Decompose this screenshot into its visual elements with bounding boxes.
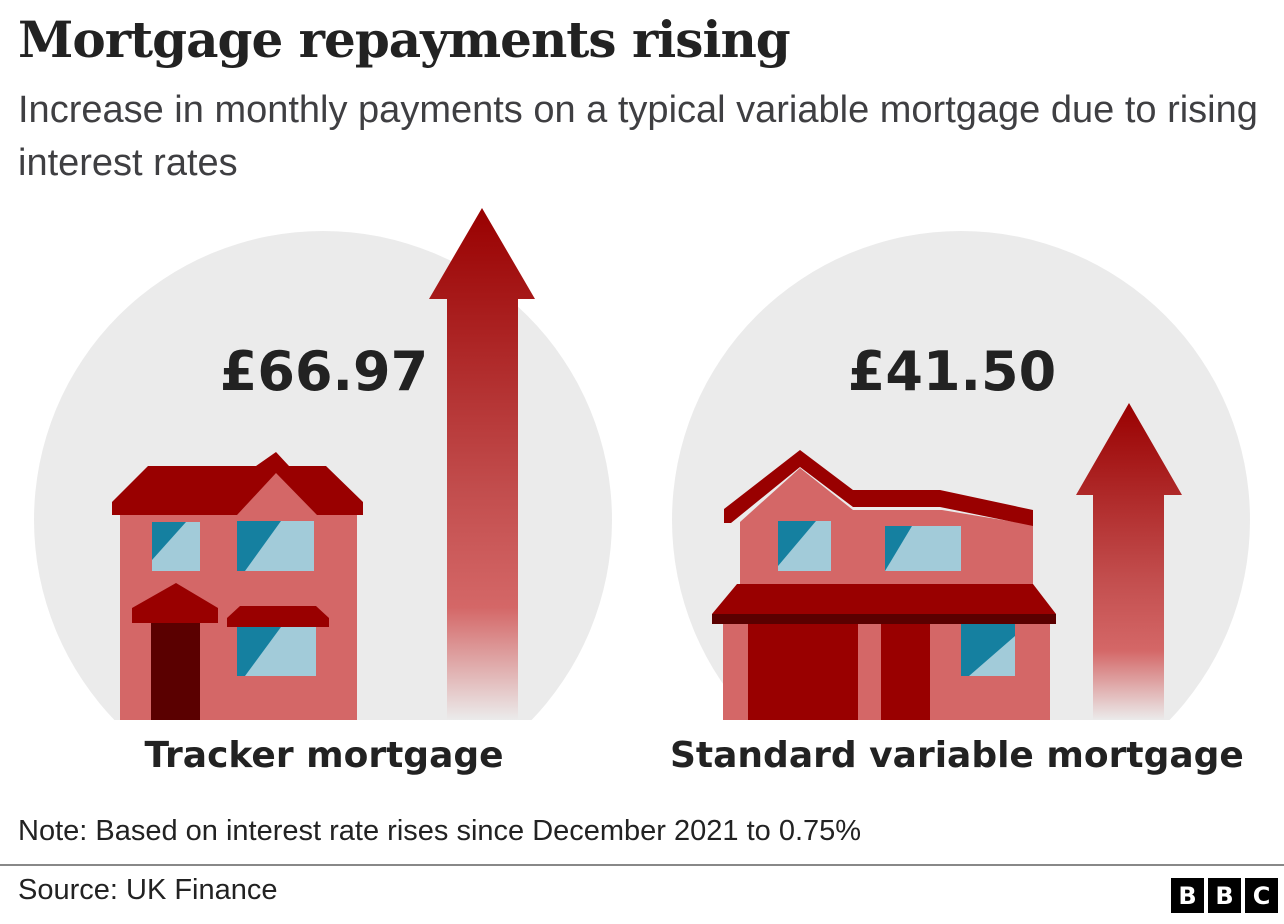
source-text: Source: UK Finance (18, 874, 278, 906)
bbc-logo-letter: C (1245, 878, 1278, 913)
chart-title: Mortgage repayments rising (18, 10, 791, 69)
svr-panel (672, 231, 1250, 720)
svr-house-icon (712, 450, 1056, 720)
tracker-up-arrow-icon (429, 208, 535, 720)
svr-value: £41.50 (847, 340, 1057, 403)
footer-divider (0, 864, 1284, 866)
bbc-logo: B B C (1171, 878, 1278, 913)
infographic (34, 208, 1250, 720)
bbc-logo-letter: B (1171, 878, 1204, 913)
tracker-value: £66.97 (219, 340, 429, 403)
tracker-house-icon (112, 452, 363, 720)
svr-label: Standard variable mortgage (670, 735, 1244, 776)
svr-up-arrow-icon (1076, 403, 1182, 720)
tracker-panel (34, 208, 612, 720)
footnote: Note: Based on interest rate rises since… (18, 815, 862, 847)
chart-subtitle: Increase in monthly payments on a typica… (18, 89, 1258, 184)
tracker-label: Tracker mortgage (144, 735, 504, 776)
bbc-logo-letter: B (1208, 878, 1241, 913)
